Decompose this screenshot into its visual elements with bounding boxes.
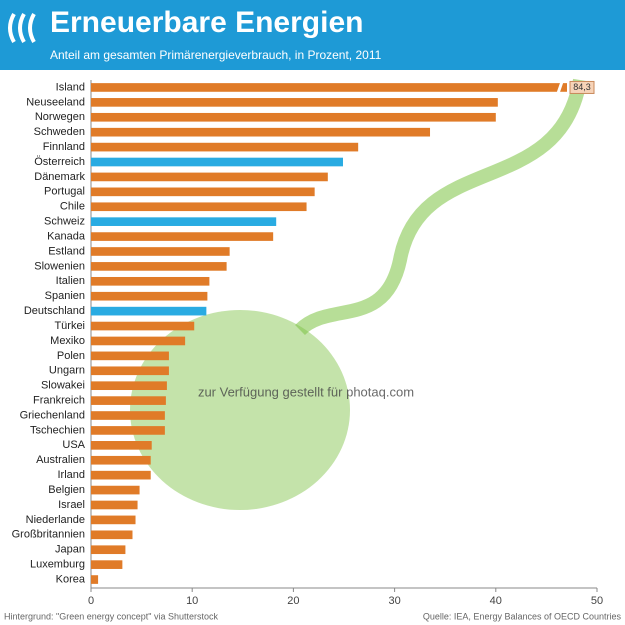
bar xyxy=(91,530,133,540)
bar xyxy=(91,217,277,226)
bar xyxy=(91,411,165,420)
y-tick-label: Italien xyxy=(56,275,85,287)
y-tick-label: Großbritannien xyxy=(12,529,85,541)
credit: Hintergrund: "Green energy concept" via … xyxy=(4,611,219,621)
bar xyxy=(91,291,208,301)
value-label-box xyxy=(569,80,595,94)
bar xyxy=(91,575,99,584)
y-tick-label: Portugal xyxy=(44,186,85,198)
bar xyxy=(91,426,165,435)
y-tick-label: Dänemark xyxy=(34,171,85,183)
y-tick-label: Deutschland xyxy=(24,305,85,317)
bar xyxy=(91,366,169,376)
bar xyxy=(91,262,227,271)
bar xyxy=(91,306,207,316)
bar xyxy=(91,515,136,525)
y-tick-label: Irland xyxy=(57,469,85,481)
y-tick-label: Spanien xyxy=(45,290,85,302)
bar xyxy=(91,545,126,555)
y-tick-label: Belgien xyxy=(48,484,85,496)
bar xyxy=(91,112,496,122)
y-tick-label: Schweiz xyxy=(44,216,85,228)
bar xyxy=(91,142,359,152)
y-tick-label: Mexiko xyxy=(50,335,85,347)
y-tick-label: Australien xyxy=(36,454,85,466)
y-tick-label: Niederlande xyxy=(26,514,85,526)
y-tick-label: Slowenien xyxy=(34,260,85,272)
y-tick-label: Israel xyxy=(58,499,85,511)
axis-break xyxy=(555,78,565,97)
y-tick-label: Korea xyxy=(56,573,86,585)
bar xyxy=(91,396,166,405)
y-tick-label: Österreich xyxy=(34,156,85,168)
y-tick-label: Finnland xyxy=(43,141,85,153)
x-tick-label: 30 xyxy=(388,595,400,607)
y-tick-label: Estland xyxy=(48,245,85,257)
bar xyxy=(91,83,567,92)
y-tick-label: USA xyxy=(62,439,85,451)
y-tick-label: Türkei xyxy=(54,320,85,332)
chart-title: Erneuerbare Energien xyxy=(50,6,363,39)
logo xyxy=(8,13,36,43)
y-tick-label: Polen xyxy=(57,350,85,362)
y-tick-label: Island xyxy=(56,81,85,93)
x-tick-label: 40 xyxy=(490,595,502,607)
y-tick-label: Japan xyxy=(55,544,85,556)
bar xyxy=(91,127,431,137)
bar xyxy=(91,381,167,391)
bar xyxy=(91,500,138,510)
bar xyxy=(91,157,343,167)
y-tick-label: Schweden xyxy=(34,126,85,138)
y-tick-label: Frankreich xyxy=(33,395,85,407)
source: Quelle: IEA, Energy Balances of OECD Cou… xyxy=(423,611,622,621)
watermark: zur Verfügung gestellt für photaq.com xyxy=(198,384,414,399)
bar xyxy=(91,470,151,480)
bar xyxy=(91,98,498,107)
bar xyxy=(91,321,195,331)
bar xyxy=(91,187,315,197)
y-tick-label: Slowakei xyxy=(41,380,85,392)
y-tick-label: Griechenland xyxy=(20,409,85,421)
bar xyxy=(91,336,186,346)
bar xyxy=(91,441,152,450)
y-tick-label: Tschechien xyxy=(30,424,85,436)
bar xyxy=(91,560,123,569)
bar xyxy=(91,276,210,286)
y-tick-label: Ungarn xyxy=(49,365,85,377)
y-tick-label: Norwegen xyxy=(35,111,85,123)
bar xyxy=(91,202,307,212)
y-tick-label: Kanada xyxy=(47,230,86,242)
header-banner xyxy=(0,0,625,70)
chart-subtitle: Anteil am gesamten Primärenergieverbrauc… xyxy=(50,48,382,62)
decoration-plug xyxy=(130,310,350,510)
y-tick-label: Luxemburg xyxy=(30,559,85,571)
bar xyxy=(91,172,328,182)
bar xyxy=(91,351,169,361)
x-tick-label: 50 xyxy=(591,595,603,607)
bar xyxy=(91,485,140,495)
x-tick-label: 0 xyxy=(88,595,94,607)
x-tick-label: 20 xyxy=(287,595,299,607)
y-tick-label: Neuseeland xyxy=(26,96,85,108)
bar xyxy=(91,232,274,241)
decoration-cable xyxy=(295,78,587,336)
y-tick-label: Chile xyxy=(60,201,85,213)
value-label: 84,3 xyxy=(573,82,591,92)
bar xyxy=(91,247,230,256)
x-tick-label: 10 xyxy=(186,595,198,607)
bar xyxy=(91,455,151,465)
